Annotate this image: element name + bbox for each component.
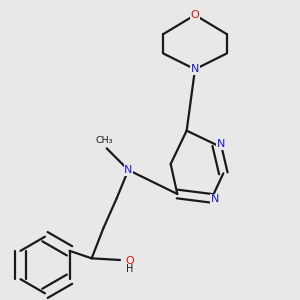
Text: O: O [125, 256, 134, 266]
Text: N: N [217, 139, 225, 149]
Text: N: N [211, 194, 219, 204]
Text: CH₃: CH₃ [95, 136, 113, 146]
Text: N: N [124, 165, 133, 175]
Text: O: O [190, 10, 200, 20]
Text: H: H [126, 264, 133, 274]
Text: N: N [191, 64, 199, 74]
